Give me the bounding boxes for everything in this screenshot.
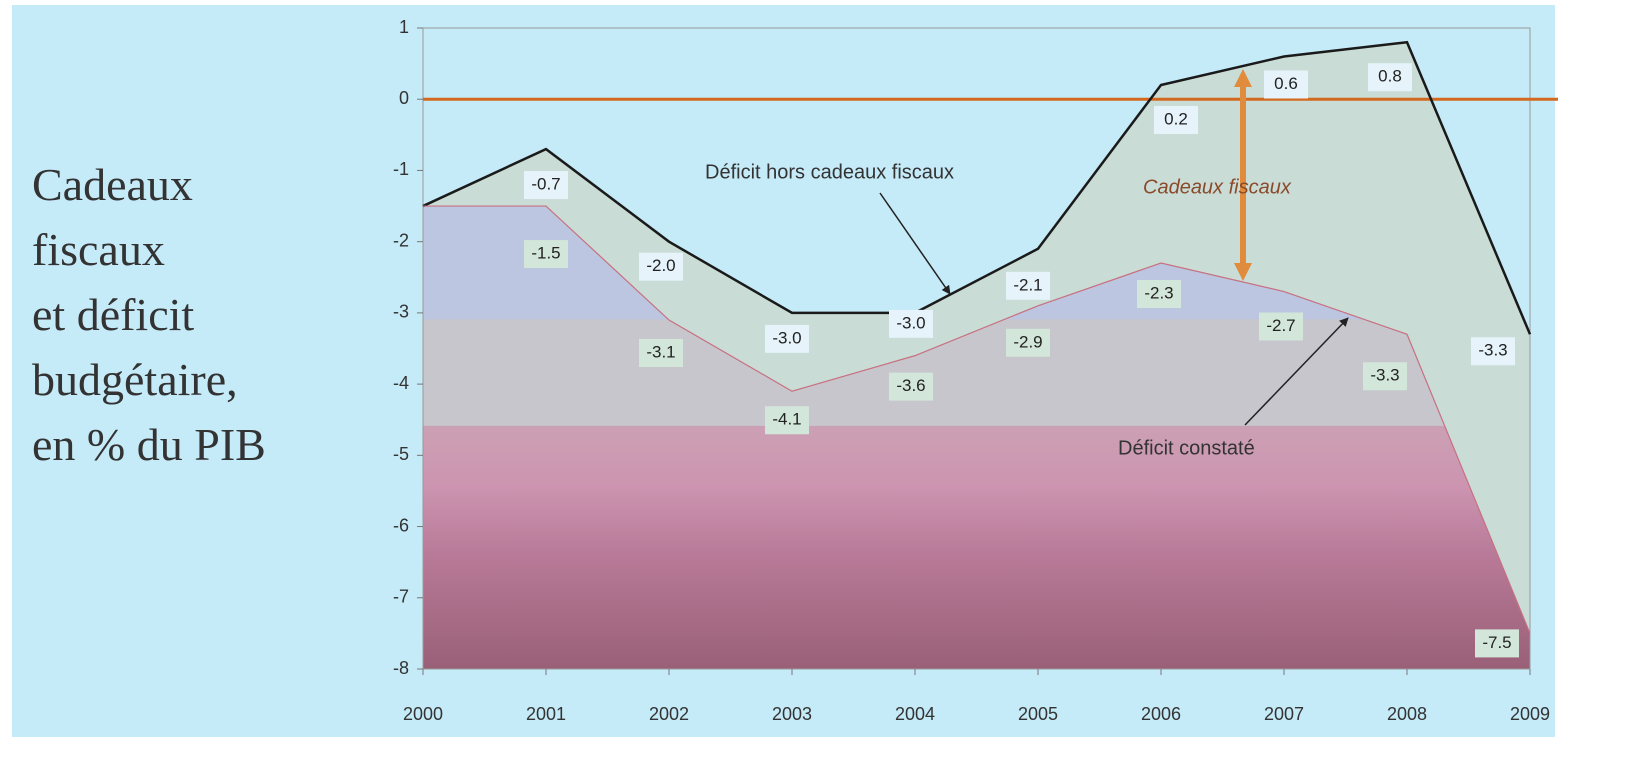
x-tick-label: 2003 [772, 704, 812, 724]
label-box [889, 309, 933, 338]
data-label: 0.8 [1378, 67, 1402, 86]
label-box [1006, 271, 1050, 300]
title-line: budgétaire, [32, 354, 238, 405]
y-tick-label: -3 [393, 302, 409, 322]
annotation: Cadeaux fiscaux [1143, 176, 1292, 198]
title-line: Cadeaux [32, 159, 193, 210]
annotation: Déficit constaté [1118, 437, 1255, 459]
x-tick-label: 2007 [1264, 704, 1304, 724]
pointer-arrow [1244, 317, 1349, 426]
data-label: -2.1 [1013, 275, 1042, 294]
title-line: et déficit [32, 289, 195, 340]
data-label: -3.0 [896, 313, 925, 332]
y-tick-label: 0 [399, 88, 409, 108]
label-box [1006, 328, 1050, 357]
data-label: -2.9 [1013, 332, 1042, 351]
chart-title: Cadeaux fiscaux et déficit budgétaire, e… [32, 152, 266, 477]
data-label: -3.3 [1478, 341, 1507, 360]
data-label: -2.7 [1266, 316, 1295, 335]
x-tick-label: 2009 [1510, 704, 1550, 724]
data-label: -2.3 [1144, 284, 1173, 303]
x-tick-label: 2002 [649, 704, 689, 724]
label-box [1471, 337, 1515, 366]
data-label: -3.0 [772, 328, 801, 347]
x-tick-label: 2006 [1141, 704, 1181, 724]
data-label: 0.2 [1164, 109, 1188, 128]
data-label: -0.7 [531, 175, 560, 194]
label-box [1475, 629, 1519, 658]
y-tick-label: 1 [399, 17, 409, 37]
label-box [1264, 70, 1308, 99]
y-tick-label: -2 [393, 230, 409, 250]
y-tick-label: -4 [393, 373, 409, 393]
data-label: -4.1 [772, 410, 801, 429]
x-tick-label: 2001 [526, 704, 566, 724]
pointer-arrow [879, 192, 951, 295]
x-tick-label: 2004 [895, 704, 935, 724]
label-box [1363, 362, 1407, 391]
x-tick-label: 2008 [1387, 704, 1427, 724]
data-label: -3.6 [896, 376, 925, 395]
label-box [524, 171, 568, 200]
label-box [639, 339, 683, 368]
y-tick-label: -8 [393, 658, 409, 678]
title-line: fiscaux [32, 224, 165, 275]
title-line: en % du PIB [32, 419, 266, 470]
label-box [639, 252, 683, 281]
label-box [1154, 105, 1198, 134]
line [423, 205, 1531, 634]
y-tick-label: -1 [393, 159, 409, 179]
y-tick-label: -6 [393, 515, 409, 535]
label-box [1368, 63, 1412, 92]
y-tick-label: -5 [393, 444, 409, 464]
data-label: -2.0 [646, 256, 675, 275]
data-label: -7.5 [1482, 633, 1511, 652]
label-box [765, 324, 809, 353]
label-box [1259, 312, 1303, 341]
line [422, 40, 1532, 335]
x-tick-label: 2005 [1018, 704, 1058, 724]
plot-frame [422, 27, 1531, 670]
x-tick-label: 2000 [403, 704, 443, 724]
label-box [765, 406, 809, 435]
data-label: -1.5 [531, 244, 560, 263]
label-box [524, 240, 568, 269]
label-box [889, 372, 933, 401]
data-label: 0.6 [1274, 74, 1298, 93]
label-box [1137, 280, 1181, 309]
data-label: -3.3 [1370, 366, 1399, 385]
area-below [423, 206, 1530, 670]
data-label: -3.1 [646, 342, 675, 361]
y-tick-label: -7 [393, 587, 409, 607]
annotation: Déficit hors cadeaux fiscaux [705, 161, 954, 183]
